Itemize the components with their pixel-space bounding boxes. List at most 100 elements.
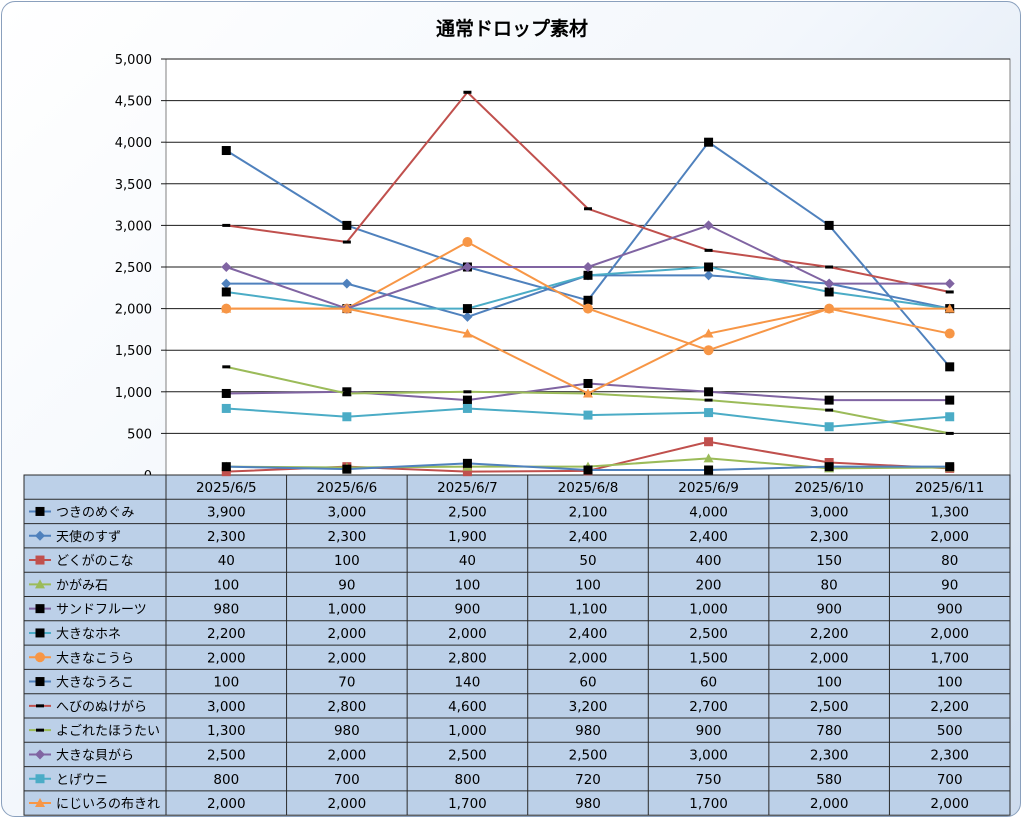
table-cell-value: 2,000	[569, 650, 608, 666]
table-cell-value: 40	[218, 553, 235, 569]
data-point	[583, 388, 593, 398]
data-point	[704, 465, 714, 475]
data-point	[945, 462, 955, 472]
table-cell-value: 2,200	[207, 626, 246, 642]
table-cell-value: 3,000	[207, 699, 246, 715]
data-point	[945, 431, 954, 435]
table-cell-value: 900	[455, 602, 481, 618]
table-cell-value: 2,000	[207, 650, 246, 666]
data-point	[824, 395, 834, 405]
legend-marker	[36, 704, 44, 708]
table-cell-value: 2,300	[328, 529, 367, 545]
table-cell-value: 1,500	[689, 650, 728, 666]
table-cell-value: 2,300	[207, 529, 246, 545]
table-cell-value: 1,000	[328, 602, 367, 618]
data-point	[703, 345, 714, 356]
data-point	[945, 362, 955, 372]
legend-marker	[35, 774, 45, 784]
table-cell-value: 700	[937, 772, 963, 788]
data-point	[462, 395, 472, 405]
data-point	[583, 410, 593, 420]
data-point	[341, 278, 352, 289]
data-point	[462, 304, 472, 314]
data-point	[704, 248, 713, 252]
data-point	[583, 465, 593, 475]
table-cell-value: 2,200	[930, 699, 969, 715]
table-cell-value: 800	[213, 772, 239, 788]
table-cell-value: 2,000	[810, 650, 849, 666]
legend-label: つきのめぐみ	[56, 505, 134, 520]
table-cell-value: 2,500	[448, 747, 487, 763]
data-point	[221, 146, 231, 156]
data-point	[824, 287, 834, 297]
table-cell-value: 2,300	[930, 747, 969, 763]
data-point	[945, 412, 955, 422]
table-cell-value: 1,900	[448, 529, 487, 545]
y-tick-label: 1,500	[115, 344, 152, 359]
data-point	[704, 437, 714, 447]
data-point	[703, 270, 714, 281]
table-cell-value: 100	[213, 577, 239, 593]
table-cell-value: 90	[941, 577, 958, 593]
table-cell-value: 720	[575, 772, 601, 788]
table-cell-value: 2,300	[810, 747, 849, 763]
table-cell-value: 200	[696, 577, 722, 593]
table-cell-value: 150	[816, 553, 842, 569]
y-tick-label: 5,000	[115, 53, 152, 68]
table-cell-value: 900	[816, 602, 842, 618]
table-cell-value: 80	[941, 553, 958, 569]
table-cell-value: 100	[937, 675, 963, 691]
data-point	[462, 328, 473, 338]
table-cell-value: 980	[213, 602, 239, 618]
table-cell-value: 50	[579, 553, 596, 569]
table-cell-value: 1,000	[689, 602, 728, 618]
table-cell-value: 4,600	[448, 699, 487, 715]
data-point	[221, 287, 231, 297]
legend-marker	[35, 798, 45, 808]
data-point	[584, 207, 592, 211]
table-cell-value: 100	[575, 577, 601, 593]
data-point	[221, 388, 231, 398]
legend-marker	[35, 555, 45, 565]
table-cell-value: 2,500	[689, 626, 728, 642]
table-cell-value: 2,300	[810, 529, 849, 545]
data-point	[945, 290, 954, 294]
data-point	[703, 453, 714, 463]
data-point	[944, 303, 955, 313]
table-cell-value: 700	[334, 772, 360, 788]
table-cell-value: 3,000	[689, 747, 728, 763]
legend-label: 大きな貝がら	[56, 748, 134, 763]
table-cell-value: 800	[455, 772, 481, 788]
legend-label: よごれたほうたい	[56, 723, 160, 739]
data-point	[221, 278, 232, 289]
table-cell-value: 60	[579, 675, 596, 691]
table-cell-value: 3,900	[207, 504, 246, 520]
legend-label: 天使のすず	[56, 529, 121, 545]
table-cell-value: 1,300	[930, 504, 969, 520]
data-point	[221, 303, 232, 313]
data-point	[583, 270, 593, 280]
y-tick-label: 500	[127, 427, 152, 442]
data-point	[704, 387, 714, 397]
legend-label: かがみ石	[56, 578, 108, 593]
data-point	[703, 328, 714, 338]
legend-label: サンドフルーツ	[56, 603, 147, 618]
data-point	[463, 390, 472, 394]
y-tick-label: 3,500	[115, 178, 152, 193]
data-point	[703, 220, 714, 231]
data-point	[704, 408, 714, 418]
data-point	[462, 467, 472, 477]
legend-label: とげウニ	[56, 773, 108, 788]
data-point	[825, 265, 834, 269]
data-point	[462, 403, 472, 413]
table-cell-value: 2,800	[448, 650, 487, 666]
table-cell-value: 2,500	[448, 504, 487, 520]
data-point	[462, 458, 472, 468]
table-cell-value: 400	[696, 553, 722, 569]
table-cell-value: 2,100	[569, 504, 608, 520]
data-point	[221, 462, 231, 472]
table-cell-value: 1,300	[207, 723, 246, 739]
legend-label: 大きなこうら	[56, 651, 134, 666]
